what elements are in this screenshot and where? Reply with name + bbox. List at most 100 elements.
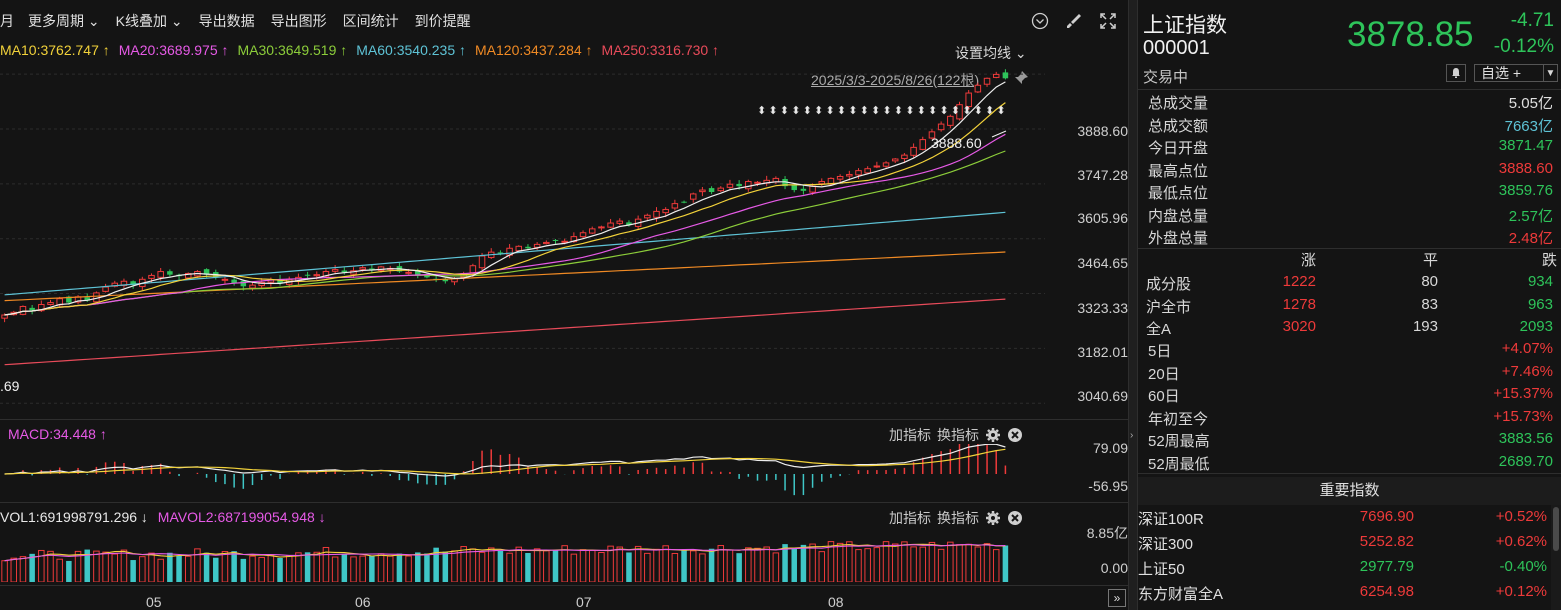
period-month-button[interactable]: 月 (0, 13, 14, 29)
candle-body (800, 188, 807, 191)
volume-bar (29, 553, 35, 582)
export-chart-button[interactable]: 导出图形 (270, 13, 327, 29)
pin-icon[interactable] (1013, 70, 1029, 86)
fullscreen-icon[interactable] (1098, 11, 1118, 31)
signal-arrow: ⬍ (951, 104, 960, 117)
x-axis-label: 05 (146, 594, 162, 610)
divider (1138, 248, 1561, 249)
candle-body (919, 139, 927, 150)
add-watchlist-button[interactable]: 自选 + ▼ (1474, 64, 1558, 82)
index-row-price: 7696.90 (1359, 508, 1414, 525)
export-data-button[interactable]: 导出数据 (198, 13, 255, 29)
index-row-change: +0.12% (1495, 583, 1547, 600)
signal-arrow: ⬍ (860, 104, 869, 117)
quote-panel: 上证指数 000001 3878.85 -4.71 -0.12% 交易中 自选 … (1138, 0, 1561, 610)
volume-bar (424, 553, 430, 582)
volume-chart[interactable] (0, 527, 1045, 582)
candle-body (29, 307, 35, 311)
breadth-name: 沪全市 (1146, 298, 1192, 316)
candle-body (469, 265, 477, 274)
candle-body (221, 278, 229, 281)
expand-right-icon[interactable]: » (1108, 589, 1126, 607)
high-marker-label: 3888.60 (931, 135, 982, 151)
volume-bar (644, 552, 651, 582)
volume-bar (616, 546, 624, 582)
candle-body (203, 269, 210, 275)
index-row-name: 上证50 (1138, 561, 1185, 578)
stat-label: 外盘总量 (1148, 230, 1209, 247)
ma-line (4, 211, 1006, 296)
volume-bar (910, 546, 917, 582)
volume-bar (873, 547, 881, 582)
volume-bar (285, 555, 293, 582)
gear-icon[interactable] (985, 510, 1001, 526)
chevron-circle-icon[interactable] (1030, 11, 1050, 31)
more-periods-dropdown[interactable]: 更多周期 ⌄ (28, 13, 100, 29)
ma-legend-item: MA60:3540.235 ↑ (356, 42, 466, 58)
panel-splitter[interactable]: › (1128, 0, 1138, 610)
index-row[interactable]: 东方财富全A 6254.98 +0.12% (1138, 583, 1561, 605)
draw-brush-icon[interactable] (1064, 11, 1084, 31)
volume-bar (791, 548, 797, 582)
alarm-bell-icon[interactable] (1446, 64, 1466, 82)
quote-stat-row: 总成交额 7663亿 (1138, 115, 1561, 137)
volume-bar (947, 541, 954, 582)
gear-icon[interactable] (985, 427, 1001, 443)
add-indicator-button[interactable]: 加指标 (889, 510, 931, 526)
volume-bar (277, 557, 283, 582)
chevron-right-icon[interactable]: › (1130, 430, 1134, 441)
quote-stat-row: 内盘总量 2.57亿 (1138, 205, 1561, 227)
period-value: 2689.70 (1498, 452, 1553, 470)
volume-bar (38, 549, 45, 582)
volume-bar (662, 545, 669, 582)
switch-indicator-button[interactable]: 换指标 (937, 427, 979, 443)
index-row[interactable]: 深证100R 7696.90 +0.52% (1138, 508, 1561, 530)
volume-bar (699, 553, 706, 582)
range-stats-button[interactable]: 区间统计 (342, 13, 399, 29)
indices-scrollbar[interactable] (1551, 505, 1561, 610)
candle-body (579, 232, 587, 238)
candle-body (405, 271, 412, 274)
macd-axis-bottom: -56.95 (1088, 478, 1128, 494)
volume-bar (901, 541, 908, 582)
close-icon[interactable] (1007, 427, 1023, 443)
volume-bar (736, 553, 742, 582)
close-icon[interactable] (1007, 510, 1023, 526)
breadth-name: 全A (1146, 321, 1172, 338)
candle-body (910, 146, 917, 156)
index-row-change: +0.52% (1495, 508, 1547, 525)
signal-arrow: ⬍ (985, 104, 994, 117)
add-indicator-button[interactable]: 加指标 (889, 427, 931, 443)
volume-bar (111, 553, 119, 582)
candle-body (855, 170, 862, 176)
volume-bar (846, 541, 853, 582)
volume-bar (139, 556, 146, 582)
index-row-name: 东方财富全A (1138, 586, 1224, 603)
candle-body (240, 280, 247, 287)
index-row[interactable]: 上证50 2977.79 -0.40% (1138, 558, 1561, 580)
candle-body (846, 174, 853, 177)
volume-bar (267, 554, 275, 582)
period-value: +15.73% (1493, 407, 1553, 425)
macd-chart[interactable] (0, 444, 1045, 500)
volume-bar (836, 542, 844, 582)
volume-bar (405, 555, 412, 582)
period-value: 3883.56 (1498, 430, 1553, 447)
candle-body (424, 275, 430, 278)
volume-bar (864, 548, 871, 582)
volume-bar (120, 549, 128, 582)
index-row-change: +0.62% (1495, 533, 1547, 550)
switch-indicator-button[interactable]: 换指标 (937, 510, 979, 526)
price-alert-button[interactable]: 到价提醒 (414, 13, 471, 29)
kline-chart[interactable]: ⬍ ⬍ ⬍ ⬍ ⬍ ⬍ ⬍ ⬍ ⬍ ⬍ ⬍ ⬍ ⬍ ⬍ ⬍ ⬍ ⬍ ⬍ ⬍ ⬍ ⬍ ⬍3888.60.69 (0, 62, 1045, 419)
caret-down-icon[interactable]: ▼ (1543, 65, 1557, 81)
index-row[interactable]: 深证300 5252.82 +0.62% (1138, 533, 1561, 555)
price-axis-label: 3040.69 (1077, 388, 1128, 404)
ma-settings-dropdown[interactable]: 设置均线 ⌄ (955, 45, 1027, 61)
date-range-label[interactable]: 2025/3/3-2025/8/26(122根) (811, 72, 980, 88)
kline-overlay-dropdown[interactable]: K线叠加 ⌄ (115, 13, 183, 29)
volume-bar (956, 544, 963, 582)
volume-bar (331, 556, 339, 582)
toolbar-icons (1030, 0, 1118, 42)
index-row-name: 深证300 (1138, 536, 1194, 553)
